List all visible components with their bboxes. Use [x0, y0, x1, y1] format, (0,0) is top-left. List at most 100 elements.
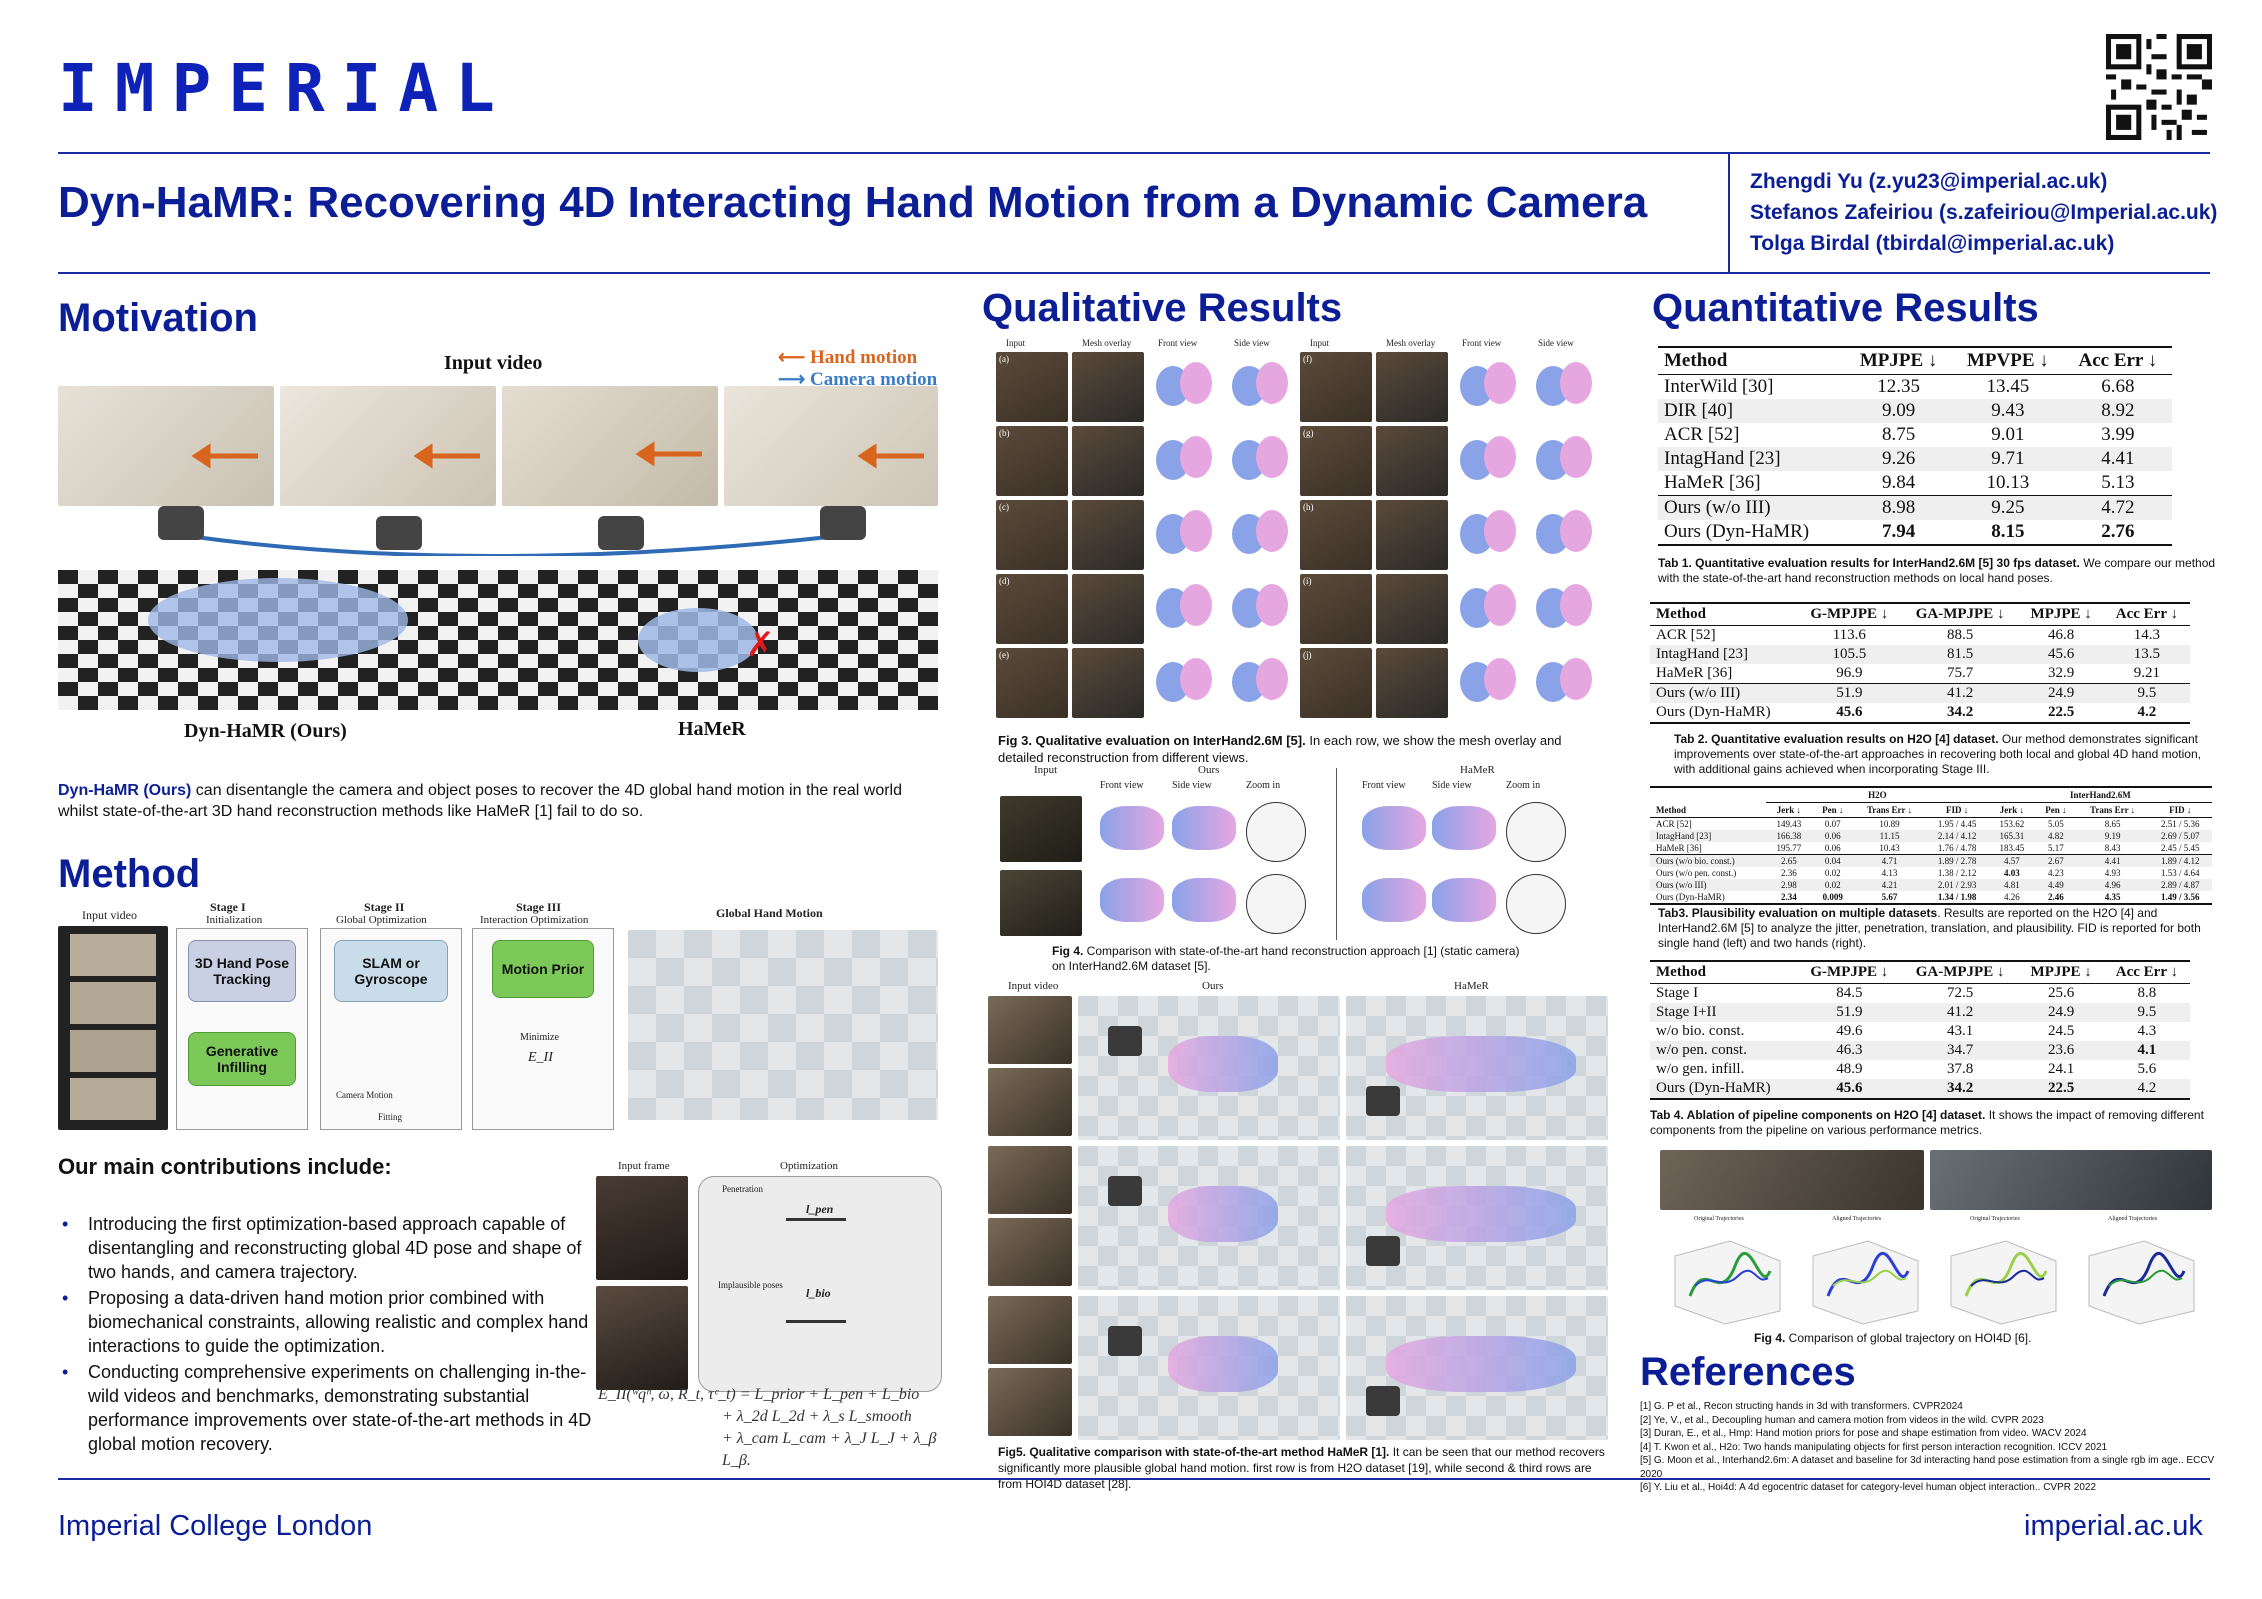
hand-tracking-block: 3D Hand Pose Tracking	[188, 940, 296, 1002]
fig3-render	[1224, 574, 1296, 644]
fig3-render	[1224, 500, 1296, 570]
tab4-header: G-MPJPE ↓	[1797, 960, 1902, 984]
hand-mesh-pink	[1180, 584, 1212, 626]
fig3-row-label: (e)	[999, 650, 1009, 660]
motion-prior-block: Motion Prior	[492, 940, 594, 998]
fig3-row-label: (d)	[999, 576, 1010, 586]
tab1-header: MPVPE ↓	[1952, 346, 2064, 375]
hand-mesh-pink	[1484, 584, 1516, 626]
tab2-header: G-MPJPE ↓	[1797, 602, 1902, 626]
hand-mesh-pink	[1256, 584, 1288, 626]
tab3-group-h2o: H2O	[1765, 786, 1989, 803]
table-1: Method MPJPE ↓ MPVPE ↓ Acc Err ↓ InterWi…	[1658, 346, 2172, 546]
tab4-header: Acc Err ↓	[2103, 960, 2190, 984]
table-row: w/o gen. infill. 48.9 37.8 24.1 5.6	[1656, 1061, 2157, 1077]
input-frame-1	[596, 1176, 688, 1280]
fig5-hamer-label: HaMeR	[1454, 980, 1489, 992]
fig3-photo	[1072, 648, 1144, 718]
table-row: IntagHand [23] 9.26 9.71 4.41	[1658, 447, 2172, 471]
l-pen-label: l_pen	[806, 1202, 834, 1216]
optimization-label: Optimization	[780, 1160, 839, 1172]
camera-object-render	[1108, 1026, 1142, 1056]
hand-mesh-pink	[1560, 362, 1592, 404]
fig4-ours-label: Ours	[1198, 764, 1220, 776]
fig5-input-frame	[988, 1368, 1072, 1436]
fig3-column-label: Side view	[1538, 338, 1574, 348]
hand-mesh-pink	[1256, 436, 1288, 478]
table-row: HaMeR [36] 195.77 0.06 10.43 1.76 / 4.78 183.…	[1656, 843, 2200, 853]
fig5-hamer-render	[1346, 1296, 1608, 1440]
fig3-row-label: (a)	[999, 354, 1009, 364]
fig3-photo	[996, 648, 1068, 718]
optimization-panel	[698, 1176, 942, 1392]
tab3-caption: Tab3. Plausibility evaluation on multipl…	[1658, 906, 2201, 950]
author-1[interactable]: Zhengdi Yu (z.yu23@imperial.ac.uk)	[1750, 170, 2108, 193]
figure-title: Input video	[444, 352, 543, 374]
fig3-render	[1452, 648, 1524, 718]
camera-object-render	[1366, 1086, 1400, 1116]
hand-trajectory-render	[1386, 1036, 1576, 1092]
hand-trajectory-render	[1168, 1186, 1278, 1242]
fig3-grid: Input Mesh overlay Front view Side view (a) (…	[996, 338, 1600, 728]
fig3-render	[1224, 426, 1296, 496]
zoom-in-circle	[1506, 802, 1566, 862]
fig5-ours-render	[1078, 1146, 1340, 1290]
table-row: w/o bio. const. 49.6 43.1 24.5 4.3	[1656, 1023, 2157, 1039]
fig3-caption: Fig 3. Qualitative evaluation on InterHa…	[998, 733, 1562, 765]
fig3-render	[1148, 500, 1220, 570]
fig4-hamer-label: HaMeR	[1460, 764, 1495, 776]
footer-url[interactable]: imperial.ac.uk	[2024, 1510, 2203, 1542]
contributions-list: Introducing the first optimization-based…	[60, 1212, 608, 1458]
video-frame-3	[502, 386, 718, 506]
table-row: Ours (Dyn-HaMR) 7.94 8.15 2.76	[1658, 520, 2172, 546]
tab2-header: Acc Err ↓	[2103, 602, 2190, 626]
trajectory-3d-plot	[1812, 1240, 1919, 1325]
fig3-render	[1528, 500, 1600, 570]
energy-equation: E_II(ʷqʰ, ω, R_t, τᶜ_t) = L_prior + L_pe…	[598, 1384, 938, 1472]
qr-code[interactable]	[2106, 34, 2212, 140]
table-row: DIR [40] 9.09 9.43 8.92	[1658, 399, 2172, 423]
table-3: H2O InterHand2.6M Method Jerk ↓ Pen ↓ Tr…	[1650, 786, 2212, 905]
hand-mesh-pink	[1560, 436, 1592, 478]
contribution-item: Introducing the first optimization-based…	[62, 1212, 608, 1284]
fig4-figure: Input Ours HaMeR Front view Side view Zoom…	[1000, 764, 1596, 944]
fig4-column-label: Side view	[1172, 780, 1212, 791]
table-4: Method G-MPJPE ↓ GA-MPJPE ↓ MPJPE ↓ Acc …	[1650, 960, 2190, 1100]
fig3-render	[1528, 574, 1600, 644]
author-2[interactable]: Stefanos Zafeiriou (s.zafeiriou@Imperial…	[1750, 201, 2218, 224]
references-list: [1] G. P et al., Recon structing hands i…	[1640, 1400, 2220, 1495]
fig3-photo	[1376, 352, 1448, 422]
traj-title: Aligned Trajectories	[2108, 1216, 2158, 1222]
method-heading: Method	[58, 852, 201, 896]
fig3-row-label: (i)	[1303, 576, 1312, 586]
hand-render	[1362, 878, 1426, 922]
traj-title: Aligned Trajectories	[1832, 1216, 1882, 1222]
tab3-header: Jerk ↓	[1765, 802, 1812, 818]
penetration-label: Penetration	[722, 1184, 763, 1194]
tab3-header: FID ↓	[1925, 802, 1989, 818]
fig3-row-label: (h)	[1303, 502, 1314, 512]
tab3-group-interhand: InterHand2.6M	[1988, 786, 2212, 803]
fig3-photo	[996, 352, 1068, 422]
l-bio-label: l_bio	[806, 1286, 831, 1300]
input-frame-label: Input frame	[618, 1160, 670, 1172]
author-3[interactable]: Tolga Birdal (tbirdal@imperial.ac.uk)	[1750, 232, 2115, 255]
hand-render	[1362, 806, 1426, 850]
references-heading: References	[1640, 1350, 1856, 1394]
global-motion-render	[628, 930, 938, 1120]
fig4-column-label: Zoom in	[1246, 780, 1281, 791]
fig5-ours-render	[1078, 1296, 1340, 1440]
hand-mesh-pink	[1560, 658, 1592, 700]
tab3-header: Trans Err ↓	[2076, 802, 2149, 818]
tab4-header: MPJPE ↓	[2018, 960, 2104, 984]
zoom-in-circle	[1506, 874, 1566, 934]
right-arrow-icon: ⟶	[778, 369, 806, 390]
fig3-render	[1148, 574, 1220, 644]
hand-mesh-pink	[1180, 362, 1212, 404]
header-bottom-rule	[58, 272, 2210, 274]
legend-camera-motion: ⟶ Camera motion	[778, 369, 938, 390]
fig3-render	[1148, 352, 1220, 422]
camera-object-render	[1366, 1236, 1400, 1266]
fig3-photo	[996, 426, 1068, 496]
tab1-caption: Tab 1. Quantitative evaluation results f…	[1658, 556, 2216, 585]
